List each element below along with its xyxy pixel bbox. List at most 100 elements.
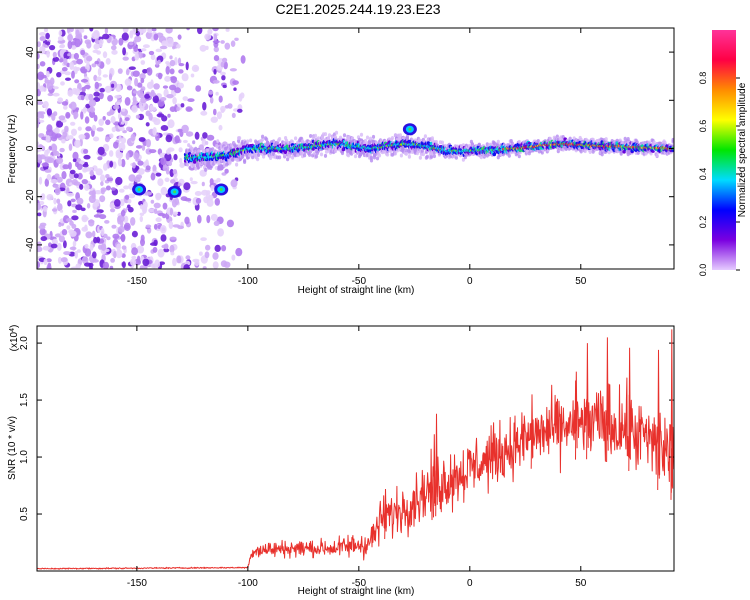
- heatmap-cell: [200, 237, 207, 242]
- heatmap-cell: [126, 85, 133, 91]
- heatmap-cell: [262, 154, 266, 159]
- heatmap-cell: [121, 121, 125, 125]
- heatmap-cell: [157, 178, 164, 187]
- heatmap-cell: [142, 258, 150, 267]
- heatmap-cell: [110, 258, 115, 263]
- heatmap-cell: [112, 161, 117, 169]
- heatmap-cell: [172, 211, 179, 215]
- heatmap-cell: [152, 127, 157, 136]
- heatmap-cell: [165, 66, 170, 75]
- heatmap-cell: [144, 93, 151, 99]
- heatmap-cell: [171, 199, 178, 208]
- heatmap-cell: [215, 91, 219, 96]
- heatmap-cell: [69, 101, 77, 111]
- heatmap-cell: [85, 126, 92, 132]
- heatmap-cell: [72, 240, 77, 247]
- heatmap-cell: [153, 33, 159, 41]
- heatmap-cell: [43, 101, 49, 109]
- heatmap-cell: [327, 133, 332, 138]
- heatmap-cell: [69, 169, 76, 175]
- heatmap-cell: [113, 250, 117, 259]
- heatmap-cell: [83, 148, 89, 154]
- heatmap-cell: [176, 106, 180, 112]
- heatmap-cell: [56, 72, 62, 78]
- heatmap-cell: [65, 111, 71, 119]
- heatmap-cell: [119, 126, 125, 132]
- heatmap-cell: [334, 130, 339, 135]
- heatmap-cell: [106, 177, 114, 182]
- heatmap-cell: [58, 58, 64, 63]
- heatmap-cell: [155, 193, 162, 201]
- heatmap-cell: [67, 200, 72, 207]
- heatmap-cell: [37, 261, 41, 269]
- heatmap-cell: [74, 79, 80, 84]
- heatmap-cell: [133, 176, 141, 183]
- heatmap-cell: [53, 197, 57, 205]
- heatmap-cell: [106, 111, 112, 117]
- heatmap-cell: [39, 32, 46, 36]
- heatmap-cell: [219, 164, 223, 169]
- heatmap-cell: [174, 135, 180, 144]
- heatmap-cell: [173, 153, 178, 161]
- heatmap-cell: [121, 158, 126, 168]
- heatmap-cell: [38, 133, 45, 138]
- heatmap-cell: [129, 30, 134, 39]
- heatmap-cell: [80, 78, 89, 83]
- heatmap-cell: [212, 40, 220, 44]
- heatmap-cell: [97, 67, 102, 77]
- heatmap-cell: [37, 246, 43, 253]
- heatmap-cell: [205, 244, 211, 251]
- heatmap-cell: [40, 193, 46, 201]
- heatmap-cell: [208, 194, 214, 201]
- heatmap-cell: [53, 150, 60, 156]
- heatmap-cell: [152, 164, 157, 173]
- heatmap-cell: [291, 140, 295, 145]
- heatmap-cell: [94, 190, 102, 195]
- heatmap-cell: [81, 86, 86, 93]
- heatmap-cell: [124, 194, 130, 200]
- heatmap-cell: [185, 131, 194, 137]
- heatmap-cell: [50, 143, 58, 153]
- heatmap-cell: [421, 152, 425, 157]
- heatmap-cell: [94, 60, 100, 65]
- heatmap-cell: [98, 92, 104, 100]
- heatmap-ridge: [183, 130, 674, 172]
- heatmap-cell: [80, 111, 84, 120]
- heatmap-cell: [204, 251, 210, 259]
- heatmap-cell: [79, 183, 84, 190]
- heatmap-cell: [37, 154, 43, 163]
- heatmap-cell: [393, 133, 398, 138]
- heatmap-cell: [186, 162, 190, 167]
- heatmap-cell: [425, 154, 429, 159]
- heatmap-cell: [69, 28, 74, 33]
- heatmap-cell: [261, 134, 265, 139]
- heatmap-cell: [79, 28, 85, 33]
- heatmap-cell: [127, 204, 131, 209]
- heatmap-cell: [308, 152, 312, 157]
- heatmap-cell: [63, 240, 67, 249]
- heatmap-cell: [162, 85, 169, 89]
- heatmap-cell: [105, 119, 111, 126]
- heatmap-cell: [58, 223, 62, 228]
- heatmap-cell: [283, 150, 288, 154]
- heatmap-cell: [80, 68, 88, 74]
- heatmap-cell: [178, 147, 183, 153]
- heatmap-cell: [67, 135, 74, 140]
- heatmap-cell: [137, 160, 144, 166]
- heatmap-cell: [210, 116, 218, 123]
- heatmap-cell: [153, 208, 158, 215]
- heatmap-cell: [93, 214, 101, 218]
- heatmap-cell: [50, 243, 58, 249]
- heatmap-cell: [67, 34, 73, 42]
- heatmap-cell: [86, 203, 91, 209]
- heatmap-cell: [604, 137, 608, 142]
- heatmap-cell: [135, 30, 140, 37]
- heatmap-cell: [84, 161, 88, 166]
- heatmap-cell: [155, 217, 162, 223]
- heatmap-cell: [133, 152, 140, 160]
- heatmap-cell: [146, 67, 153, 76]
- heatmap-cell: [195, 197, 202, 204]
- heatmap-cell: [70, 198, 76, 203]
- heatmap-cell: [62, 131, 68, 138]
- heatmap-cell: [56, 198, 61, 204]
